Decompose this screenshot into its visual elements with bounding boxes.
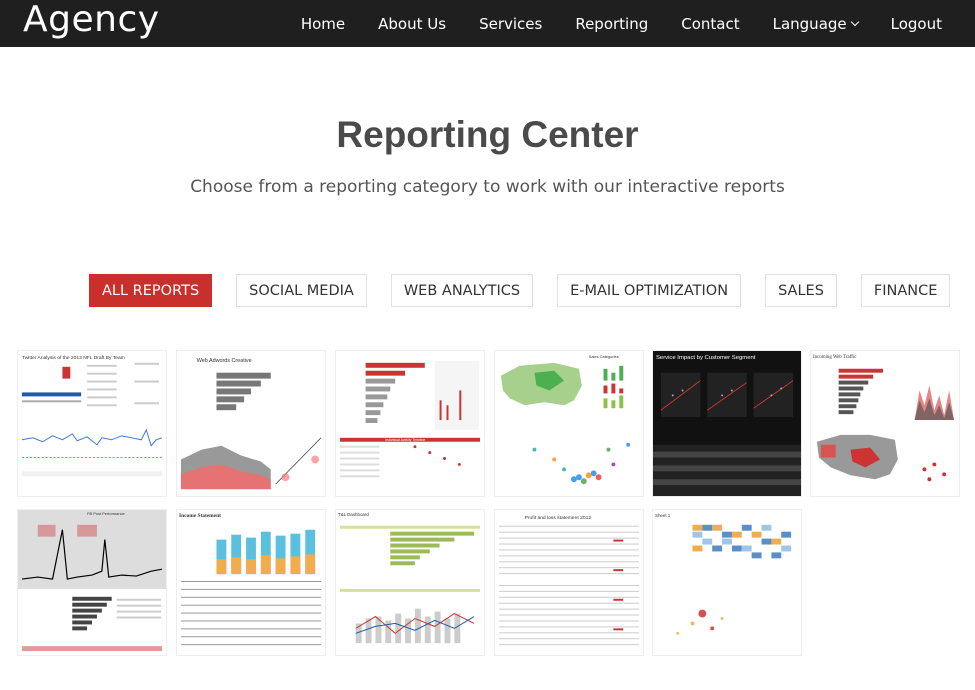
report-gallery: Twitter Analysis of the 2013 NFL Draft B… <box>17 350 975 660</box>
report-thumbnail-sheet-1[interactable]: Sheet 1 <box>652 509 802 656</box>
thumb-title: T&L Dashboard <box>338 512 369 517</box>
thumb-title: Individual Activity Timeline <box>385 438 425 442</box>
top-navbar: Agency Home About Us Services Reporting … <box>0 0 975 47</box>
filter-finance[interactable]: FINANCE <box>860 274 951 307</box>
report-thumbnail-sales-categories[interactable]: Sales Categories <box>494 350 644 497</box>
filter-web-analytics[interactable]: WEB ANALYTICS <box>390 274 534 307</box>
thumb-title: Service Impact by Customer Segment <box>656 355 756 361</box>
nav-home[interactable]: Home <box>300 14 346 33</box>
thumb-title: Profit and loss statement 2012 <box>525 515 592 521</box>
report-filter-bar: ALL REPORTS SOCIAL MEDIA WEB ANALYTICS E… <box>89 274 974 307</box>
nav-language-label: Language <box>772 14 847 33</box>
report-thumbnail-income-statement[interactable]: Income Statement <box>176 509 326 656</box>
report-thumbnail-twitter-nfl[interactable]: Twitter Analysis of the 2013 NFL Draft B… <box>17 350 167 497</box>
report-thumbnail-tl-dashboard[interactable]: T&L Dashboard <box>335 509 485 656</box>
report-thumbnail-activity-timeline[interactable]: Individual Activity Timeline <box>335 350 485 497</box>
filter-email-optimization[interactable]: E-MAIL OPTIMIZATION <box>557 274 742 307</box>
page-subtitle: Choose from a reporting category to work… <box>190 177 785 197</box>
report-thumbnail-fb-post-performance[interactable]: FB Post Performance <box>17 509 167 656</box>
chevron-down-icon <box>850 17 859 26</box>
thumb-title: Sales Categories <box>589 354 619 359</box>
nav-logout[interactable]: Logout <box>890 14 942 33</box>
report-thumbnail-profit-loss[interactable]: Profit and loss statement 2012 <box>494 509 644 656</box>
thumb-title: Sheet 1 <box>655 513 671 518</box>
main-nav: Home About Us Services Reporting Contact… <box>301 0 975 47</box>
thumb-title: Incoming Web Traffic <box>813 355 857 360</box>
filter-sales[interactable]: SALES <box>765 274 837 307</box>
page-title: Reporting Center <box>336 114 639 155</box>
thumb-title: FB Post Performance <box>87 511 125 516</box>
thumb-title: Income Statement <box>179 513 221 519</box>
nav-about[interactable]: About Us <box>378 14 447 33</box>
nav-reporting[interactable]: Reporting <box>575 14 649 33</box>
report-thumbnail-web-adwords[interactable]: Web Adwords Creative <box>176 350 326 497</box>
thumb-title: Twitter Analysis of the 2013 NFL Draft B… <box>22 355 125 361</box>
nav-services[interactable]: Services <box>479 14 543 33</box>
brand-logo[interactable]: Agency <box>23 0 160 40</box>
filter-social-media[interactable]: SOCIAL MEDIA <box>236 274 367 307</box>
filter-all-reports[interactable]: ALL REPORTS <box>89 274 213 307</box>
nav-language-dropdown[interactable]: Language <box>772 14 859 33</box>
report-thumbnail-incoming-web-traffic[interactable]: Incoming Web Traffic <box>810 350 960 497</box>
thumb-title: Web Adwords Creative <box>197 358 252 364</box>
report-thumbnail-service-impact[interactable]: Service Impact by Customer Segment <box>652 350 802 497</box>
nav-contact[interactable]: Contact <box>681 14 740 33</box>
